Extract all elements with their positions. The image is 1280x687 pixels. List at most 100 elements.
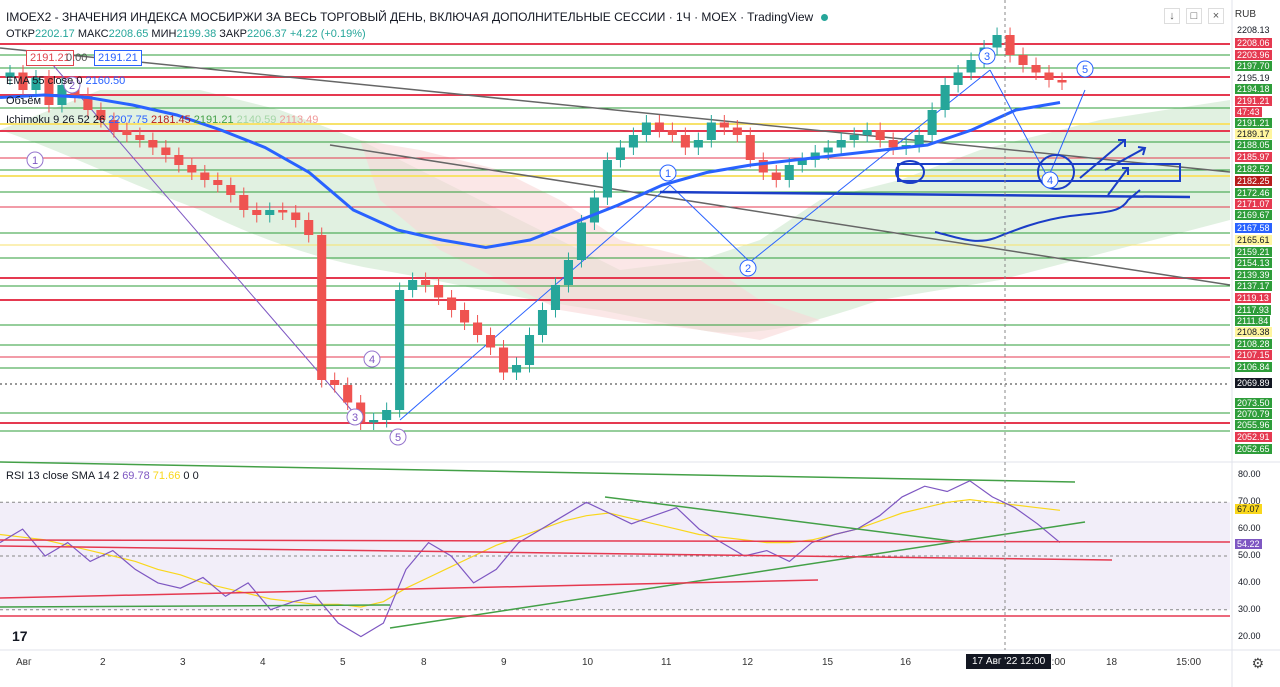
price-axis-label: 2154.13	[1235, 258, 1272, 268]
rsi-sma-legend-value: 71.66	[152, 470, 181, 482]
volume-legend[interactable]: Объём	[6, 95, 42, 107]
candle-24	[317, 235, 327, 380]
candle-67	[875, 130, 885, 140]
candle-46	[602, 160, 612, 198]
ohlc-open-key: ОТКР	[6, 28, 36, 40]
candle-60	[784, 165, 794, 180]
price-axis-label: 2137.17	[1235, 281, 1272, 291]
wave-line-1	[39, 49, 361, 421]
candle-54	[706, 122, 716, 140]
gear-icon[interactable]: ⚙	[1251, 655, 1264, 671]
ichimoku-legend-label: Ichimoku 9 26 52 26	[6, 114, 106, 126]
ichimoku-value-3: 2191.21	[193, 114, 234, 126]
wave-label-3: 4	[369, 354, 375, 366]
close-icon[interactable]: ×	[1208, 8, 1224, 24]
price-axis-label: 2169.67	[1235, 210, 1272, 220]
rsi-axis-tick: 30.00	[1238, 603, 1261, 614]
buy-button[interactable]: 2191.21	[94, 50, 142, 66]
candle-56	[732, 127, 742, 135]
price-axis-label: 2106.84	[1235, 362, 1272, 372]
wave-marker-4	[389, 428, 407, 446]
price-axis-label: 2111.84	[1235, 316, 1271, 326]
candle-3	[44, 77, 54, 105]
candle-13	[174, 155, 184, 165]
candle-8	[109, 120, 119, 130]
market-status-dot	[820, 14, 828, 21]
ichimoku-cloud-red	[360, 140, 820, 340]
price-axis-label: 2208.06	[1235, 38, 1272, 48]
currency-label[interactable]: RUB	[1234, 9, 1256, 20]
crosshair-date-label: 17 Авг '22 12:00	[966, 654, 1052, 669]
sell-button[interactable]: 2191.21	[26, 50, 74, 66]
wave-label-4: 5	[395, 432, 401, 444]
candle-11	[148, 140, 158, 148]
rsi-legend[interactable]: RSI 13 close SMA 14 2 69.78 71.66 0 0	[6, 470, 199, 482]
candle-58	[758, 160, 768, 173]
candle-21	[278, 210, 288, 213]
wave-label-6: 2	[745, 263, 751, 275]
ichimoku-legend[interactable]: Ichimoku 9 26 52 26 2207.75 2181.45 2191…	[6, 114, 318, 126]
wave-line-4	[749, 69, 991, 263]
ichimoku-value-5: 2113.49	[279, 114, 319, 126]
candle-18	[239, 195, 249, 210]
ema-legend[interactable]: EMA 55 close 0 2160.50	[6, 75, 125, 87]
trend-line-descending-2	[329, 144, 1231, 286]
time-axis-label: 9	[501, 657, 507, 668]
candle-47	[615, 147, 625, 160]
price-axis-label: 2052.65	[1235, 444, 1272, 454]
candle-76	[992, 35, 1002, 48]
candle-39	[511, 365, 522, 373]
price-axis-label: 2108.38	[1235, 327, 1272, 337]
rsi-trend-red-1	[0, 539, 1231, 543]
candle-22	[291, 212, 301, 220]
rsi-trend-red-3	[0, 579, 819, 599]
ichimoku-value-1: 2207.75	[108, 114, 148, 126]
ohlc-close-key: ЗАКР	[219, 28, 247, 40]
candle-34	[447, 297, 457, 310]
rsi-legend-zero-2: 0	[192, 470, 199, 482]
time-axis-label: Авг	[16, 657, 32, 668]
candle-78	[1018, 55, 1028, 65]
spread-value: 0.00	[66, 52, 88, 64]
candle-55	[719, 122, 729, 128]
candle-61	[797, 160, 807, 165]
maximize-icon[interactable]: □	[1186, 8, 1202, 24]
candle-23	[304, 220, 314, 235]
wave-label-9: 4	[1047, 175, 1053, 187]
chart-toolbar: ↓ □ ×	[1164, 8, 1224, 24]
price-axis-label: 2191.21	[1235, 96, 1272, 106]
rsi-axis-value: 67.07	[1235, 504, 1262, 515]
price-axis-label: 47:43	[1235, 107, 1262, 117]
candle-71	[927, 110, 937, 135]
price-axis-label: 2107.15	[1235, 350, 1272, 360]
candle-40	[524, 335, 535, 365]
price-axis-label: 2108.28	[1235, 339, 1272, 349]
candle-20	[265, 210, 275, 215]
price-axis-label: 2191.21	[1235, 118, 1272, 128]
wave-line-3	[669, 184, 751, 263]
ohlc-open-value: 2202.17	[35, 28, 75, 40]
candle-30	[395, 290, 405, 410]
rsi-sma-line	[0, 498, 1061, 608]
support-line-blue	[659, 190, 1191, 199]
rsi-trend-green-2	[604, 496, 961, 543]
price-axis-label: 2165.61	[1235, 235, 1272, 245]
price-axis-label: 2172.46	[1235, 188, 1272, 198]
wave-marker-5	[659, 164, 677, 182]
wave-label-5: 1	[665, 168, 671, 180]
candle-38	[498, 347, 509, 373]
candle-32	[421, 280, 431, 285]
candle-37	[485, 335, 496, 348]
wave-marker-3	[363, 350, 381, 368]
candle-74	[966, 60, 976, 73]
arrow-down-icon[interactable]: ↓	[1164, 8, 1180, 24]
candle-68	[888, 140, 898, 148]
candle-51	[667, 130, 677, 135]
highlight-circle-1	[895, 160, 925, 184]
ohlc-low-key: МИН	[151, 28, 177, 40]
time-axis-label: 4	[260, 657, 266, 668]
price-axis-label: 2197.70	[1235, 61, 1272, 71]
candle-50	[654, 122, 664, 130]
time-axis-label: 10	[582, 657, 594, 668]
candle-66	[862, 130, 872, 135]
